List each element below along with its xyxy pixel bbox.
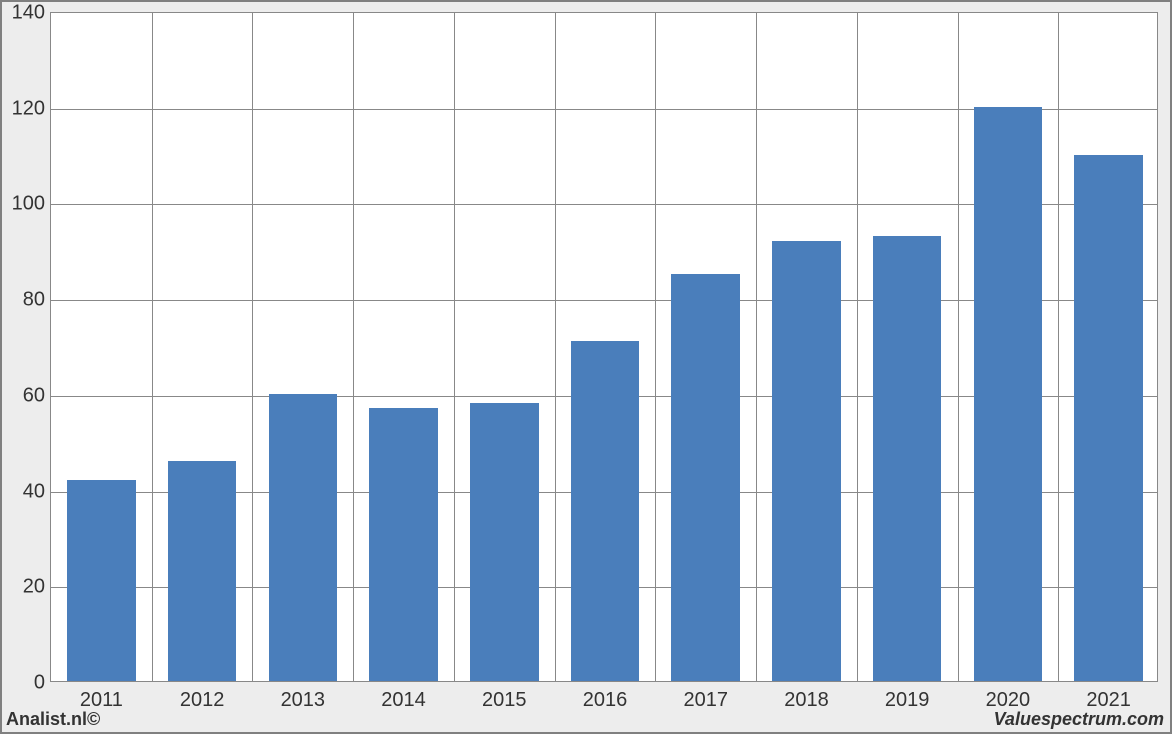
gridline-vertical bbox=[152, 13, 153, 681]
y-axis-tick-label: 80 bbox=[23, 289, 45, 312]
chart-bar bbox=[571, 341, 639, 681]
gridline-vertical bbox=[1058, 13, 1059, 681]
chart-bar bbox=[873, 236, 941, 681]
chart-bar bbox=[470, 403, 538, 681]
x-axis-tick-label: 2019 bbox=[885, 689, 930, 712]
y-axis-tick-label: 100 bbox=[12, 193, 45, 216]
footer-credit-right: Valuespectrum.com bbox=[994, 709, 1164, 730]
x-axis-tick-label: 2016 bbox=[583, 689, 628, 712]
chart-bar bbox=[269, 394, 337, 681]
gridline-vertical bbox=[252, 13, 253, 681]
x-axis-tick-label: 2012 bbox=[180, 689, 225, 712]
chart-bar bbox=[974, 107, 1042, 681]
x-axis-tick-label: 2014 bbox=[381, 689, 426, 712]
gridline-vertical bbox=[555, 13, 556, 681]
chart-bar bbox=[671, 274, 739, 681]
chart-bar bbox=[67, 480, 135, 681]
gridline-vertical bbox=[958, 13, 959, 681]
gridline-vertical bbox=[353, 13, 354, 681]
y-axis-tick-label: 0 bbox=[34, 672, 45, 695]
x-axis-tick-label: 2017 bbox=[683, 689, 728, 712]
y-axis-tick-label: 20 bbox=[23, 576, 45, 599]
chart-bar bbox=[772, 241, 840, 681]
y-axis-tick-label: 40 bbox=[23, 480, 45, 503]
gridline-vertical bbox=[857, 13, 858, 681]
gridline-vertical bbox=[655, 13, 656, 681]
chart-outer-frame: 0204060801001201402011201220132014201520… bbox=[0, 0, 1172, 734]
y-axis-tick-label: 140 bbox=[12, 2, 45, 25]
y-axis-tick-label: 120 bbox=[12, 97, 45, 120]
chart-plot-area: 0204060801001201402011201220132014201520… bbox=[50, 12, 1158, 682]
y-axis-tick-label: 60 bbox=[23, 384, 45, 407]
chart-bar bbox=[369, 408, 437, 681]
x-axis-tick-label: 2015 bbox=[482, 689, 527, 712]
footer-credit-left: Analist.nl© bbox=[6, 709, 100, 730]
chart-bar bbox=[168, 461, 236, 681]
chart-bar bbox=[1074, 155, 1142, 681]
x-axis-tick-label: 2018 bbox=[784, 689, 829, 712]
x-axis-tick-label: 2013 bbox=[281, 689, 326, 712]
gridline-vertical bbox=[454, 13, 455, 681]
gridline-vertical bbox=[756, 13, 757, 681]
